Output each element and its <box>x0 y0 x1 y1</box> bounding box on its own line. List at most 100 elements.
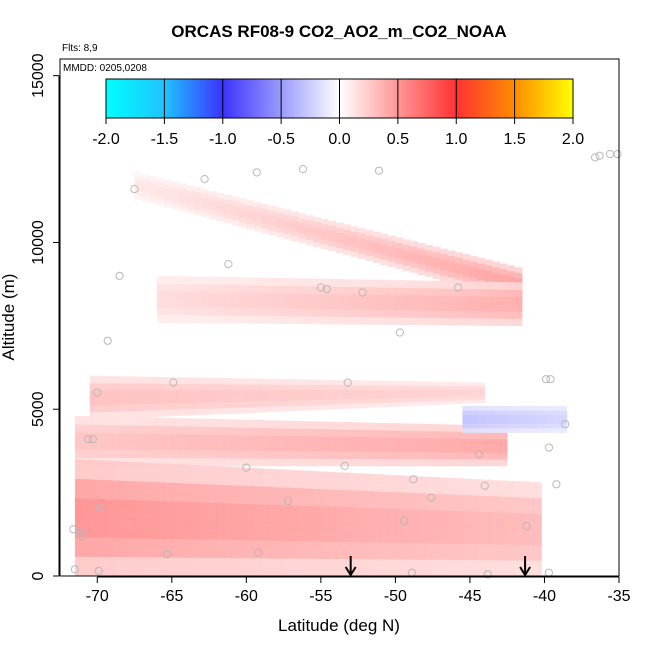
field-cell <box>507 282 515 290</box>
field-cell <box>387 385 396 390</box>
field-cell <box>358 316 366 325</box>
field-cell <box>410 381 419 386</box>
sample-point <box>561 420 570 429</box>
field-cell <box>149 410 158 418</box>
field-cell <box>559 423 568 429</box>
field-cell <box>216 434 225 443</box>
field-cell <box>134 194 143 200</box>
field-cell <box>253 401 262 407</box>
field-cell <box>395 317 404 325</box>
field-cell <box>305 234 314 241</box>
field-cell <box>104 416 113 426</box>
field-cell <box>447 255 456 262</box>
field-cell <box>328 220 337 227</box>
field-cell <box>417 476 426 494</box>
field-cell <box>417 444 426 453</box>
field-cell <box>447 393 456 398</box>
field-cell <box>365 250 374 256</box>
field-cell <box>127 480 135 501</box>
field-cell <box>335 309 344 317</box>
field-cell <box>328 286 337 295</box>
field-cell <box>343 507 351 525</box>
field-cell <box>492 272 501 279</box>
field-cell <box>305 225 314 231</box>
field-cell <box>343 422 351 430</box>
field-cell <box>253 206 262 213</box>
field-cell <box>492 311 501 319</box>
field-cell <box>402 317 411 326</box>
field-cell <box>238 212 247 218</box>
field-band-negative-patch <box>462 405 568 433</box>
field-cell <box>507 270 515 277</box>
field-cell <box>276 379 284 385</box>
field-cell <box>253 522 262 541</box>
field-cell <box>417 287 426 296</box>
field-cell <box>194 205 202 211</box>
field-cell <box>499 419 508 424</box>
y-tick-label: 5000 <box>30 391 47 427</box>
field-cell <box>209 557 217 577</box>
field-cell <box>328 523 337 542</box>
field-cell <box>343 249 351 256</box>
field-cell <box>410 444 419 453</box>
field-cell <box>425 444 433 453</box>
field-cell <box>134 383 143 391</box>
field-cell <box>238 539 247 559</box>
field-cell <box>97 498 106 519</box>
field-cell <box>477 318 486 326</box>
field-cell <box>171 190 180 196</box>
field-cell <box>209 200 217 206</box>
field-cell <box>335 489 344 508</box>
field-cell <box>141 425 150 434</box>
field-cell <box>373 252 381 258</box>
field-cell <box>194 408 202 416</box>
field-cell <box>484 428 493 433</box>
field-cell <box>358 389 366 395</box>
field-cell <box>149 433 158 443</box>
field-cell <box>447 288 456 297</box>
field-cell <box>425 295 433 304</box>
field-cell <box>313 293 322 302</box>
field-cell <box>291 293 299 302</box>
field-cell <box>112 461 120 481</box>
field-cell <box>432 526 441 544</box>
field-cell <box>462 559 471 577</box>
field-cell <box>462 303 471 311</box>
field-cell <box>268 504 277 523</box>
field-cell <box>186 450 195 459</box>
field-cell <box>499 445 508 453</box>
field-cell <box>82 537 91 557</box>
field-cell <box>514 304 523 312</box>
field-cell <box>365 437 374 445</box>
field-cell <box>432 302 441 311</box>
field-cell <box>455 478 463 495</box>
field-cell <box>313 488 322 507</box>
field-cell <box>484 445 493 453</box>
field-cell <box>261 558 269 577</box>
field-cell <box>305 540 314 559</box>
field-cell <box>164 383 173 391</box>
field-cell <box>477 559 486 577</box>
field-cell <box>261 308 269 317</box>
field-cell <box>201 299 210 308</box>
field-cell <box>350 251 359 258</box>
field-cell <box>425 317 433 326</box>
field-cell <box>335 404 344 410</box>
field-cell <box>209 402 217 409</box>
field-cell <box>373 444 381 452</box>
field-cell <box>171 557 180 577</box>
field-cell <box>447 261 456 267</box>
field-cell <box>350 451 359 459</box>
field-cell <box>268 395 277 402</box>
field-cell <box>365 524 374 543</box>
field-cell <box>469 277 478 284</box>
field-cell <box>320 488 329 507</box>
field-cell <box>387 423 396 431</box>
field-cell <box>246 209 255 215</box>
field-cell <box>477 452 486 460</box>
field-cell <box>179 307 187 316</box>
field-cell <box>238 217 247 223</box>
field-cell <box>298 523 307 542</box>
field-cell <box>469 272 478 279</box>
field-cell <box>156 200 165 206</box>
